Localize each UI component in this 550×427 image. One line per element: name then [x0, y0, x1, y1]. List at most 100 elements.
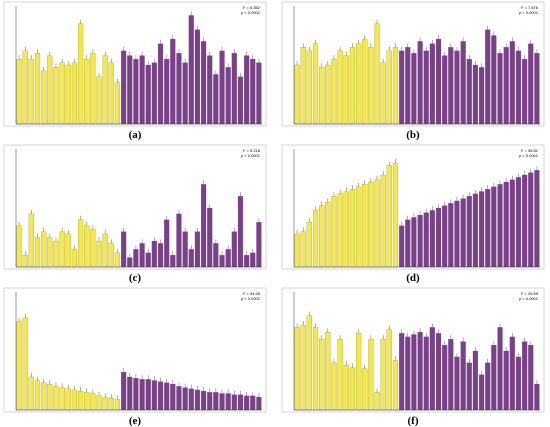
- bar: [515, 50, 522, 125]
- bar: [244, 55, 250, 125]
- bar: [90, 229, 96, 268]
- bar: [28, 213, 34, 268]
- bar: [164, 382, 170, 411]
- bar: [306, 315, 312, 411]
- bar: [102, 396, 108, 411]
- bar: [312, 43, 319, 125]
- bar: [41, 70, 47, 125]
- bar: [47, 55, 53, 125]
- bar: [380, 62, 386, 125]
- bar: [343, 191, 349, 268]
- bar: [343, 55, 349, 125]
- bar: [41, 382, 47, 411]
- bar: [472, 64, 478, 125]
- bar: [256, 62, 262, 125]
- bar: [133, 249, 139, 268]
- bar: [133, 378, 139, 411]
- bar: [374, 392, 380, 411]
- stat-text: F = 94.65: [243, 291, 261, 296]
- bar: [225, 67, 231, 125]
- bar: [356, 333, 362, 411]
- stat-text: p < 0.0001: [241, 10, 261, 15]
- bar: [429, 43, 435, 125]
- bar: [41, 231, 47, 268]
- bar: [448, 203, 454, 268]
- bar: [294, 64, 300, 125]
- bar: [349, 367, 355, 411]
- bar: [460, 341, 466, 411]
- bar: [133, 58, 139, 125]
- bar: [349, 47, 355, 125]
- bar: [28, 376, 34, 411]
- bar: [237, 196, 244, 268]
- bar: [337, 50, 343, 125]
- bar: [84, 225, 90, 268]
- bar: [219, 393, 225, 411]
- bar: [466, 362, 472, 411]
- stat-text: F = 7.876: [521, 5, 539, 10]
- bar: [22, 317, 28, 411]
- bar: [374, 23, 380, 125]
- bar: [102, 233, 108, 268]
- stat-text: p < 0.0001: [519, 10, 539, 15]
- bar: [300, 231, 306, 268]
- bar: [515, 177, 522, 268]
- bar: [121, 372, 127, 411]
- bar: [78, 391, 84, 411]
- bar: [300, 47, 306, 125]
- bar: [127, 55, 133, 125]
- bar: [460, 41, 466, 125]
- bar: [331, 58, 337, 125]
- bar: [219, 50, 225, 125]
- bar: [182, 231, 188, 268]
- bar: [356, 186, 362, 268]
- bar: [368, 339, 374, 411]
- bar: [65, 388, 71, 411]
- bar: [337, 193, 343, 268]
- bar: [194, 389, 200, 411]
- bar: [479, 374, 485, 411]
- bar: [294, 327, 300, 411]
- bar: [319, 339, 325, 411]
- bar: [244, 395, 250, 411]
- bar: [59, 231, 65, 268]
- bar: [188, 388, 194, 411]
- bar: [250, 58, 256, 125]
- bar: [380, 174, 386, 268]
- bar: [509, 179, 515, 268]
- bar: [47, 383, 53, 411]
- bar: [256, 396, 262, 411]
- stat-text: F = 96.81: [521, 148, 539, 153]
- bar: [47, 237, 53, 268]
- bar: [34, 380, 41, 411]
- bar: [108, 62, 114, 125]
- bar: [448, 47, 454, 125]
- bar: [114, 399, 121, 411]
- bar: [201, 41, 207, 125]
- bar: [78, 219, 84, 268]
- bar: [528, 172, 534, 268]
- bar: [164, 58, 170, 125]
- bar: [121, 231, 127, 268]
- bar: [509, 336, 515, 411]
- bar: [213, 243, 219, 268]
- panel-label: (d): [406, 272, 420, 284]
- bar: [515, 356, 522, 411]
- bar: [157, 243, 164, 268]
- stat-text: F = 5.218: [243, 148, 261, 153]
- bar: [325, 332, 331, 411]
- bar: [417, 41, 423, 125]
- bar: [244, 255, 250, 268]
- bar: [176, 53, 182, 125]
- bar: [392, 360, 399, 411]
- bar: [164, 219, 170, 268]
- bar: [16, 321, 22, 411]
- bar: [201, 184, 207, 268]
- bar: [176, 213, 182, 268]
- bar: [53, 240, 59, 268]
- bar: [201, 391, 207, 411]
- bar: [231, 53, 237, 125]
- bar: [509, 41, 515, 125]
- panel-frame: [3, 1, 267, 127]
- stat-text: p < 0.0001: [241, 153, 261, 158]
